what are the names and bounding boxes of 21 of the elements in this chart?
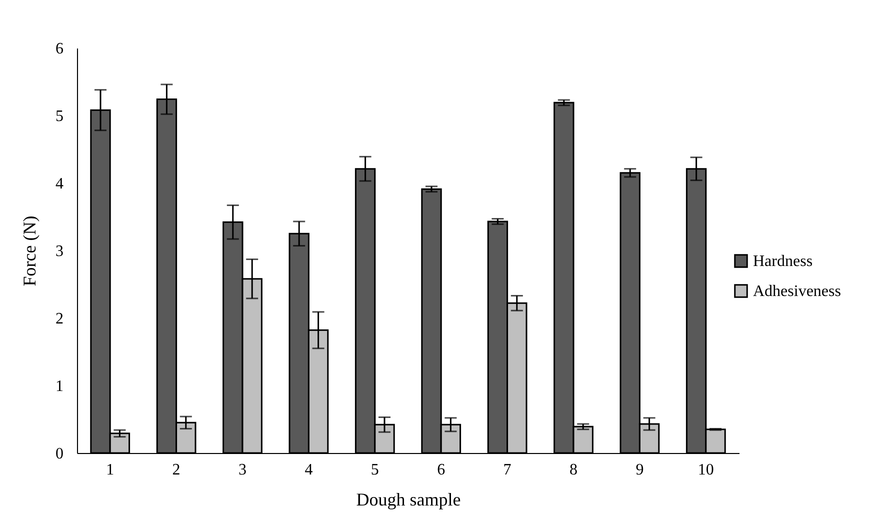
x-tick-label: 5 xyxy=(370,462,379,478)
y-tick-label: 0 xyxy=(56,446,64,462)
legend-label: Adhesiveness xyxy=(753,283,841,300)
x-tick-label: 1 xyxy=(106,462,114,478)
y-tick-label: 5 xyxy=(56,108,64,125)
x-tick-label: 4 xyxy=(304,462,313,478)
x-tick-label: 6 xyxy=(437,462,446,478)
y-axis-title: Force (N) xyxy=(20,216,40,286)
x-tick-label: 3 xyxy=(238,462,246,478)
x-tick-label: 8 xyxy=(570,462,578,478)
y-tick-label: 3 xyxy=(56,243,64,260)
y-tick-label: 1 xyxy=(56,378,64,395)
x-tick-label: 7 xyxy=(503,462,512,478)
legend-label: Hardness xyxy=(753,253,813,270)
x-tick-label: 2 xyxy=(172,462,180,478)
y-tick-label: 2 xyxy=(56,310,64,328)
x-axis-title: Dough sample xyxy=(356,490,461,510)
x-tick-label: 9 xyxy=(636,462,644,478)
x-tick-label: 10 xyxy=(698,462,714,478)
y-tick-label: 4 xyxy=(56,176,64,192)
y-tick-label: 6 xyxy=(56,40,64,58)
